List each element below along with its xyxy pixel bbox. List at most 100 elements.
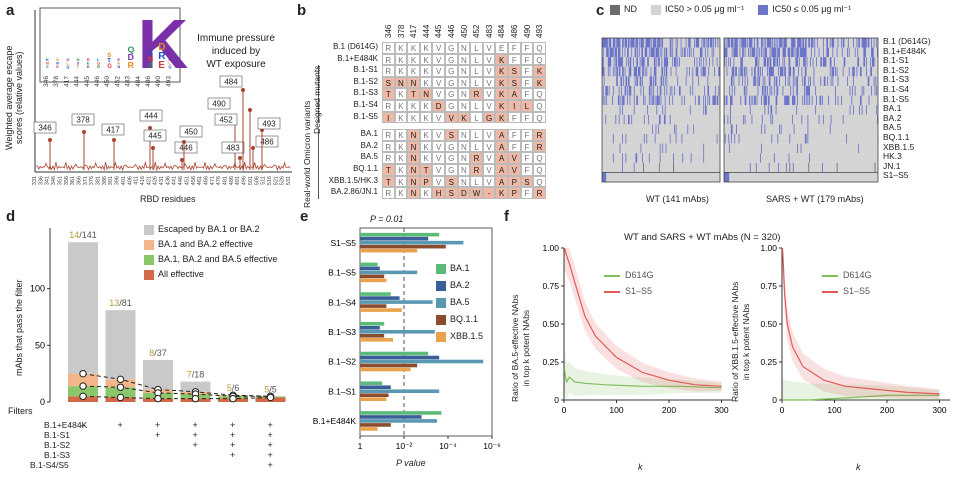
residue-cell: G xyxy=(445,152,458,164)
residue-cell: Q xyxy=(533,164,546,176)
site-col-483: 483 xyxy=(485,25,494,38)
peak-label-484: 484 xyxy=(224,78,238,87)
panel-a-xlabel: RBD residues xyxy=(140,194,196,204)
residue-cell: V xyxy=(432,164,445,176)
group-label-real: Real-world Omicron variants xyxy=(302,118,312,208)
residue-cell: N xyxy=(458,42,471,54)
residue-cell: F xyxy=(521,141,534,153)
residue-tick: 421 xyxy=(146,176,152,185)
panel-a-annotation: Immune pressure induced by WT exposure xyxy=(186,32,286,71)
residue-cell: K xyxy=(395,187,408,199)
residue-cell: N xyxy=(407,152,420,164)
residue-cell: N xyxy=(407,187,420,199)
site-col-378: 378 xyxy=(397,25,406,38)
panel-c-heatmap: ND IC50 > 0.05 μg ml⁻¹ IC50 ≤ 0.05 μg ml… xyxy=(596,0,960,205)
residue-cell: R xyxy=(470,152,483,164)
residue-cell: P xyxy=(508,176,521,188)
residue-cell: V xyxy=(432,65,445,77)
residue-cell: K xyxy=(395,112,408,124)
residue-cell: F xyxy=(508,54,521,66)
residue-cell: K xyxy=(395,176,408,188)
logo-site-label: 346 xyxy=(43,76,50,87)
residue-tick: 366 xyxy=(76,176,82,185)
peak-dot xyxy=(251,146,255,150)
residue-cell: R xyxy=(382,54,395,66)
residue-cell: K xyxy=(495,77,508,89)
residue-cell: F xyxy=(521,77,534,89)
residue-cell: V xyxy=(508,152,521,164)
residue-cell: K xyxy=(395,152,408,164)
logo-letter: R xyxy=(87,57,90,62)
residue-tick: 531 xyxy=(286,176,292,185)
peak-dot xyxy=(151,146,155,150)
residue-cell: L xyxy=(470,42,483,54)
residue-cell: Q xyxy=(533,54,546,66)
residue-cell: H xyxy=(432,187,445,199)
annotation-line2: induced by xyxy=(186,45,286,58)
residue-cell: N xyxy=(458,152,471,164)
residue-cell: I xyxy=(382,112,395,124)
residue-cell: P xyxy=(508,187,521,199)
residue-cell: K xyxy=(533,77,546,89)
residue-cell: V xyxy=(432,176,445,188)
residue-cell: K xyxy=(420,100,433,112)
panel-a-ylabel-line1: Weighted average escape xyxy=(4,46,14,150)
residue-cell: R xyxy=(470,88,483,100)
variant-row-label: B.1+E484K xyxy=(300,54,378,63)
residue-tick: 466 xyxy=(203,176,209,185)
logo-site-label: 490 xyxy=(155,76,162,87)
peak-label-483: 483 xyxy=(226,144,240,153)
logo-site-label: 445 xyxy=(84,76,91,87)
site-col-493: 493 xyxy=(535,25,544,38)
residue-cell: F xyxy=(521,65,534,77)
peak-label-444: 444 xyxy=(144,112,158,121)
peak-label-490: 490 xyxy=(212,100,226,109)
residue-cell: P xyxy=(420,176,433,188)
residue-cell: D xyxy=(432,100,445,112)
peak-dot xyxy=(238,156,242,160)
residue-cell: T xyxy=(420,164,433,176)
panel-a-ylabel-line2: scores (relative values) xyxy=(14,46,24,150)
residue-cell: D xyxy=(458,187,471,199)
residue-cell: G xyxy=(445,42,458,54)
logo-letter: K xyxy=(46,57,49,62)
peak-label-378: 378 xyxy=(76,116,90,125)
residue-cell: R xyxy=(382,65,395,77)
residue-tick: 346 xyxy=(51,176,57,185)
residue-cell: V xyxy=(483,54,496,66)
peak-dot xyxy=(48,138,52,142)
residue-cell: V xyxy=(432,129,445,141)
residue-cell: L xyxy=(470,112,483,124)
panel-a-ylabel: Weighted average escape scores (relative… xyxy=(4,46,24,150)
residue-cell: - xyxy=(483,187,496,199)
residue-cell: A xyxy=(495,176,508,188)
residue-cell: K xyxy=(407,112,420,124)
residue-cell: V xyxy=(483,152,496,164)
residue-cell: T xyxy=(382,88,395,100)
residue-cell: N xyxy=(407,129,420,141)
residue-cell: K xyxy=(420,112,433,124)
residue-tick: 386 xyxy=(102,176,108,185)
residue-tick: 461 xyxy=(197,176,203,185)
logo-site-label: 450 xyxy=(104,76,111,87)
escape-score-curve xyxy=(36,162,290,170)
residue-cell: L xyxy=(521,100,534,112)
residue-cell: V xyxy=(483,42,496,54)
residue-cell: V xyxy=(483,164,496,176)
group-label-designed: Designed mutants xyxy=(312,65,322,134)
residue-cell: F xyxy=(521,152,534,164)
residue-cell: K xyxy=(420,141,433,153)
logo-letter: K xyxy=(148,48,154,57)
residue-cell: R xyxy=(382,141,395,153)
peak-dot xyxy=(180,158,184,162)
site-col-486: 486 xyxy=(510,25,519,38)
residue-tick: 521 xyxy=(273,176,279,185)
residue-cell: R xyxy=(470,164,483,176)
residue-cell: K xyxy=(395,54,408,66)
residue-cell: V xyxy=(445,112,458,124)
residue-cell: R xyxy=(382,187,395,199)
residue-cell: I xyxy=(508,100,521,112)
residue-tick: 406 xyxy=(127,176,133,185)
bracket-real xyxy=(318,129,319,199)
